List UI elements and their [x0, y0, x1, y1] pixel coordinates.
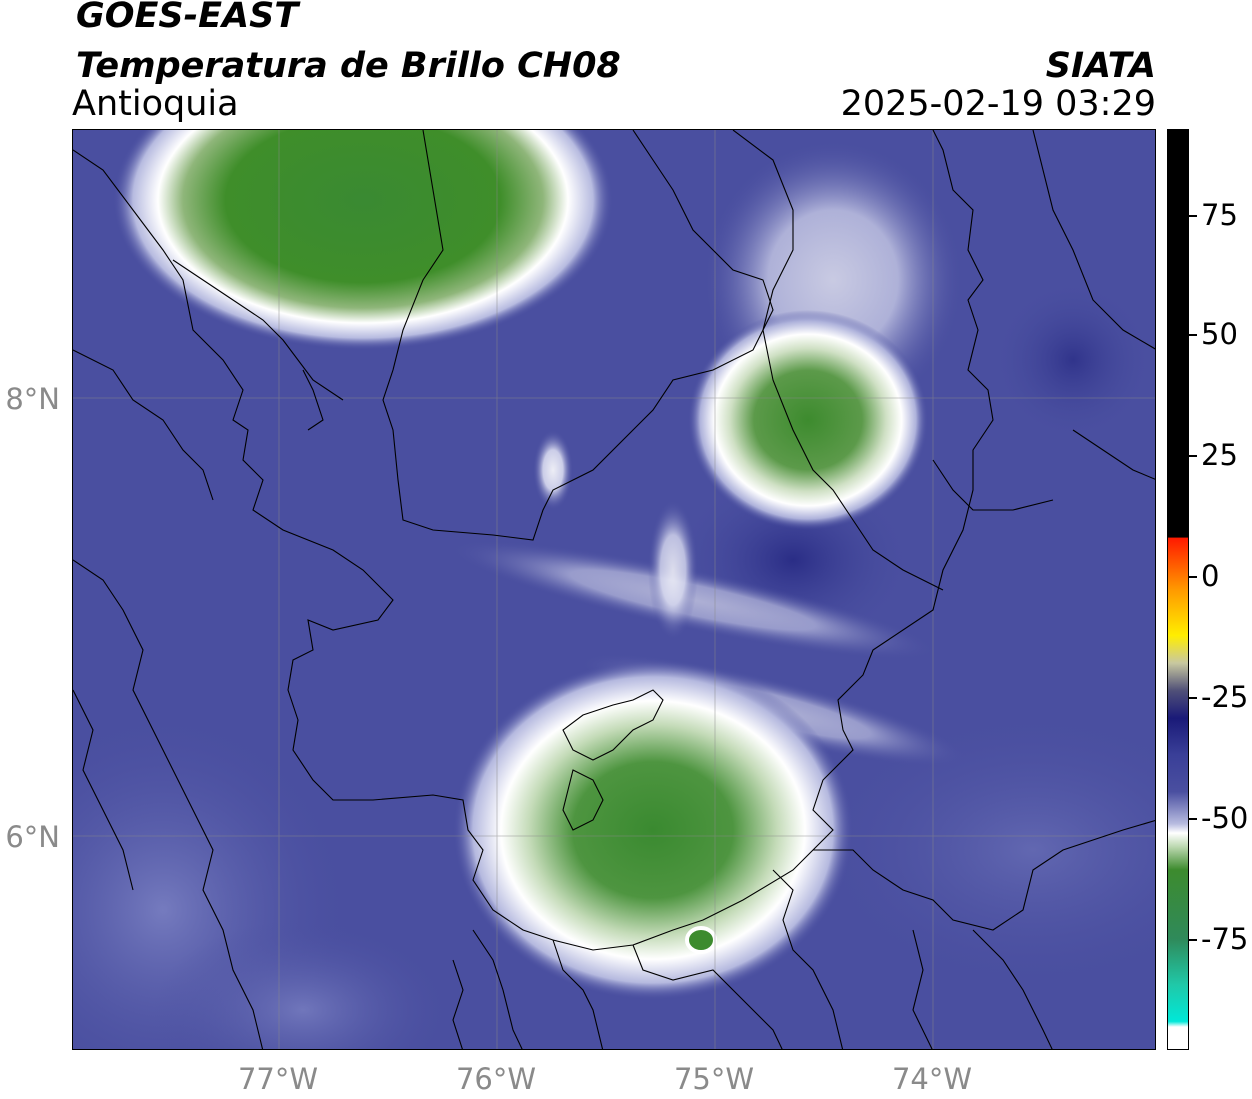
satellite-title: GOES-EAST [76, 0, 299, 36]
temperature-colorbar [1167, 129, 1189, 1050]
colorbar-tick [1189, 818, 1197, 820]
colorbar-tick-label: -75 [1201, 922, 1249, 956]
agency-label: SIATA [1045, 46, 1156, 86]
product-title: Temperatura de Brillo CH08 [76, 46, 621, 86]
colorbar-tick [1189, 576, 1197, 578]
satellite-map [72, 129, 1156, 1050]
colorbar-tick [1189, 334, 1197, 336]
lon-tick-label: 75°W [673, 1062, 755, 1096]
lat-tick-label: 8°N [5, 382, 60, 416]
colorbar-tick [1189, 939, 1197, 941]
colorbar-tick [1189, 455, 1197, 457]
colorbar-tick-label: -25 [1201, 680, 1249, 714]
datetime-label: 2025-02-19 03:29 [840, 84, 1156, 124]
colorbar-tick-label: 50 [1201, 317, 1238, 351]
region-label: Antioquia [72, 84, 239, 124]
colorbar-tick [1189, 697, 1197, 699]
lon-tick-label: 74°W [891, 1062, 973, 1096]
lat-tick-label: 6°N [5, 820, 60, 854]
brightness-temperature-field [73, 130, 1155, 1049]
lon-tick-label: 77°W [237, 1062, 319, 1096]
colorbar-tick-label: 0 [1201, 559, 1220, 593]
colorbar-tick [1189, 215, 1197, 217]
colorbar-tick-label: 75 [1201, 198, 1238, 232]
colorbar-tick-label: -50 [1201, 801, 1249, 835]
lon-tick-label: 76°W [455, 1062, 537, 1096]
colorbar-tick-label: 25 [1201, 438, 1238, 472]
